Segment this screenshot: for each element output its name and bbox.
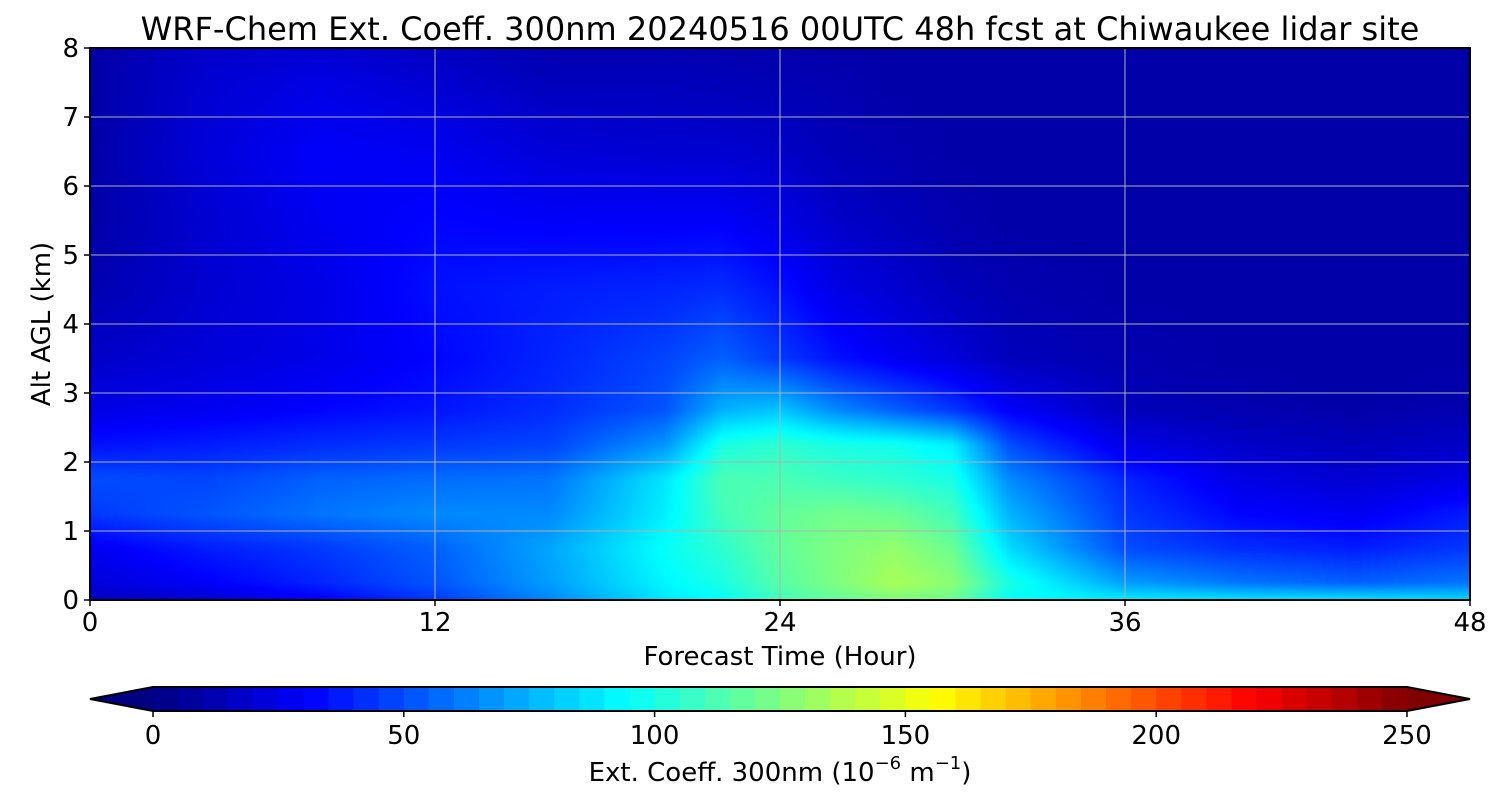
colorbar-extend-left — [90, 687, 153, 711]
colorbar-segment — [353, 687, 380, 711]
y-tick-label: 7 — [62, 103, 79, 133]
y-tick-label: 2 — [62, 448, 79, 478]
x-tick-label: 24 — [763, 608, 796, 638]
y-tick-label: 0 — [62, 586, 79, 616]
colorbar-label-close: ) — [961, 758, 971, 788]
x-axis-label: Forecast Time (Hour) — [643, 642, 916, 672]
colorbar-segment — [328, 687, 355, 711]
colorbar-tick-label: 0 — [145, 721, 162, 751]
y-tick-label: 5 — [62, 241, 79, 271]
colorbar-segment — [930, 687, 957, 711]
colorbar-segment — [880, 687, 906, 711]
colorbar-segment — [1131, 687, 1157, 711]
colorbar-label: Ext. Coeff. 300nm (10−6 m−1) — [589, 753, 972, 788]
colorbar-label-exp2: −1 — [935, 753, 962, 774]
colorbar-segment — [1331, 687, 1358, 711]
y-tick-label: 4 — [62, 310, 79, 340]
colorbar-segment — [203, 687, 229, 711]
colorbar-segment — [905, 687, 932, 711]
colorbar-segment — [629, 687, 656, 711]
colorbar-ticks: 0 50 100 150 200 250 — [145, 711, 1432, 751]
colorbar-segment — [1030, 687, 1057, 711]
colorbar-segment — [729, 687, 756, 711]
colorbar-segment — [1356, 687, 1383, 711]
colorbar-segment — [830, 687, 856, 711]
colorbar-segment — [704, 687, 731, 711]
colorbar-segment — [1156, 687, 1182, 711]
colorbar-segment — [278, 687, 305, 711]
colorbar-label-exp1: −6 — [875, 753, 902, 774]
x-tick-label: 0 — [82, 608, 99, 638]
colorbar-segment — [1181, 687, 1207, 711]
colorbar-segment — [378, 687, 405, 711]
colorbar-segment — [1281, 687, 1308, 711]
colorbar-tick-label: 250 — [1382, 721, 1432, 751]
colorbar-segment — [654, 687, 681, 711]
chart-title: WRF-Chem Ext. Coeff. 300nm 20240516 00UT… — [141, 10, 1420, 48]
colorbar-segment — [1206, 687, 1233, 711]
colorbar-segment — [780, 687, 806, 711]
colorbar-segment — [253, 687, 279, 711]
x-axis-ticks: 0 12 24 36 48 — [82, 600, 1487, 638]
colorbar-segment — [955, 687, 982, 711]
colorbar-segment — [1231, 687, 1258, 711]
colorbar-segment — [1106, 687, 1132, 711]
colorbar-segment — [604, 687, 631, 711]
colorbar-segment — [153, 687, 179, 711]
colorbar-tick-label: 50 — [387, 721, 420, 751]
colorbar-segment — [1055, 687, 1082, 711]
colorbar-segment — [504, 687, 530, 711]
colorbar-segment — [980, 687, 1007, 711]
colorbar-label-mid: m — [901, 758, 935, 788]
x-tick-label: 48 — [1453, 608, 1486, 638]
colorbar-segment — [1256, 687, 1283, 711]
colorbar-segment — [1306, 687, 1333, 711]
colorbar-tick-label: 200 — [1131, 721, 1181, 751]
y-axis-label: Alt AGL (km) — [27, 242, 57, 406]
colorbar-segment — [1080, 687, 1107, 711]
colorbar-segment — [554, 687, 580, 711]
colorbar-segment — [805, 687, 831, 711]
colorbar-tick-label: 150 — [881, 721, 931, 751]
colorbar-segment — [855, 687, 881, 711]
x-tick-label: 12 — [418, 608, 451, 638]
colorbar-segment — [1381, 687, 1408, 711]
y-axis-ticks: 0 1 2 3 4 5 6 7 8 — [62, 34, 90, 616]
colorbar-segment — [754, 687, 781, 711]
colorbar-tick-label: 100 — [630, 721, 680, 751]
colorbar-segment — [178, 687, 204, 711]
colorbar-segment — [403, 687, 430, 711]
y-tick-label: 6 — [62, 172, 79, 202]
colorbar-label-main: Ext. Coeff. 300nm (10 — [589, 758, 875, 788]
colorbar-segment — [679, 687, 706, 711]
colorbar-segment — [529, 687, 555, 711]
x-tick-label: 36 — [1108, 608, 1141, 638]
colorbar-segment — [303, 687, 330, 711]
colorbar-segment — [479, 687, 505, 711]
colorbar-extend-right — [1407, 687, 1470, 711]
colorbar-segment — [1005, 687, 1032, 711]
y-tick-label: 8 — [62, 34, 79, 64]
grid-lines — [90, 48, 1470, 600]
colorbar-segment — [428, 687, 455, 711]
colorbar-segments — [153, 687, 1408, 711]
colorbar-segment — [579, 687, 606, 711]
colorbar-segment — [453, 687, 480, 711]
colorbar-segment — [228, 687, 254, 711]
colorbar: 0 50 100 150 200 250 Ext. Coeff. 300nm (10−6 … — [89, 686, 1471, 788]
y-tick-label: 1 — [62, 517, 79, 547]
y-tick-label: 3 — [62, 379, 79, 409]
